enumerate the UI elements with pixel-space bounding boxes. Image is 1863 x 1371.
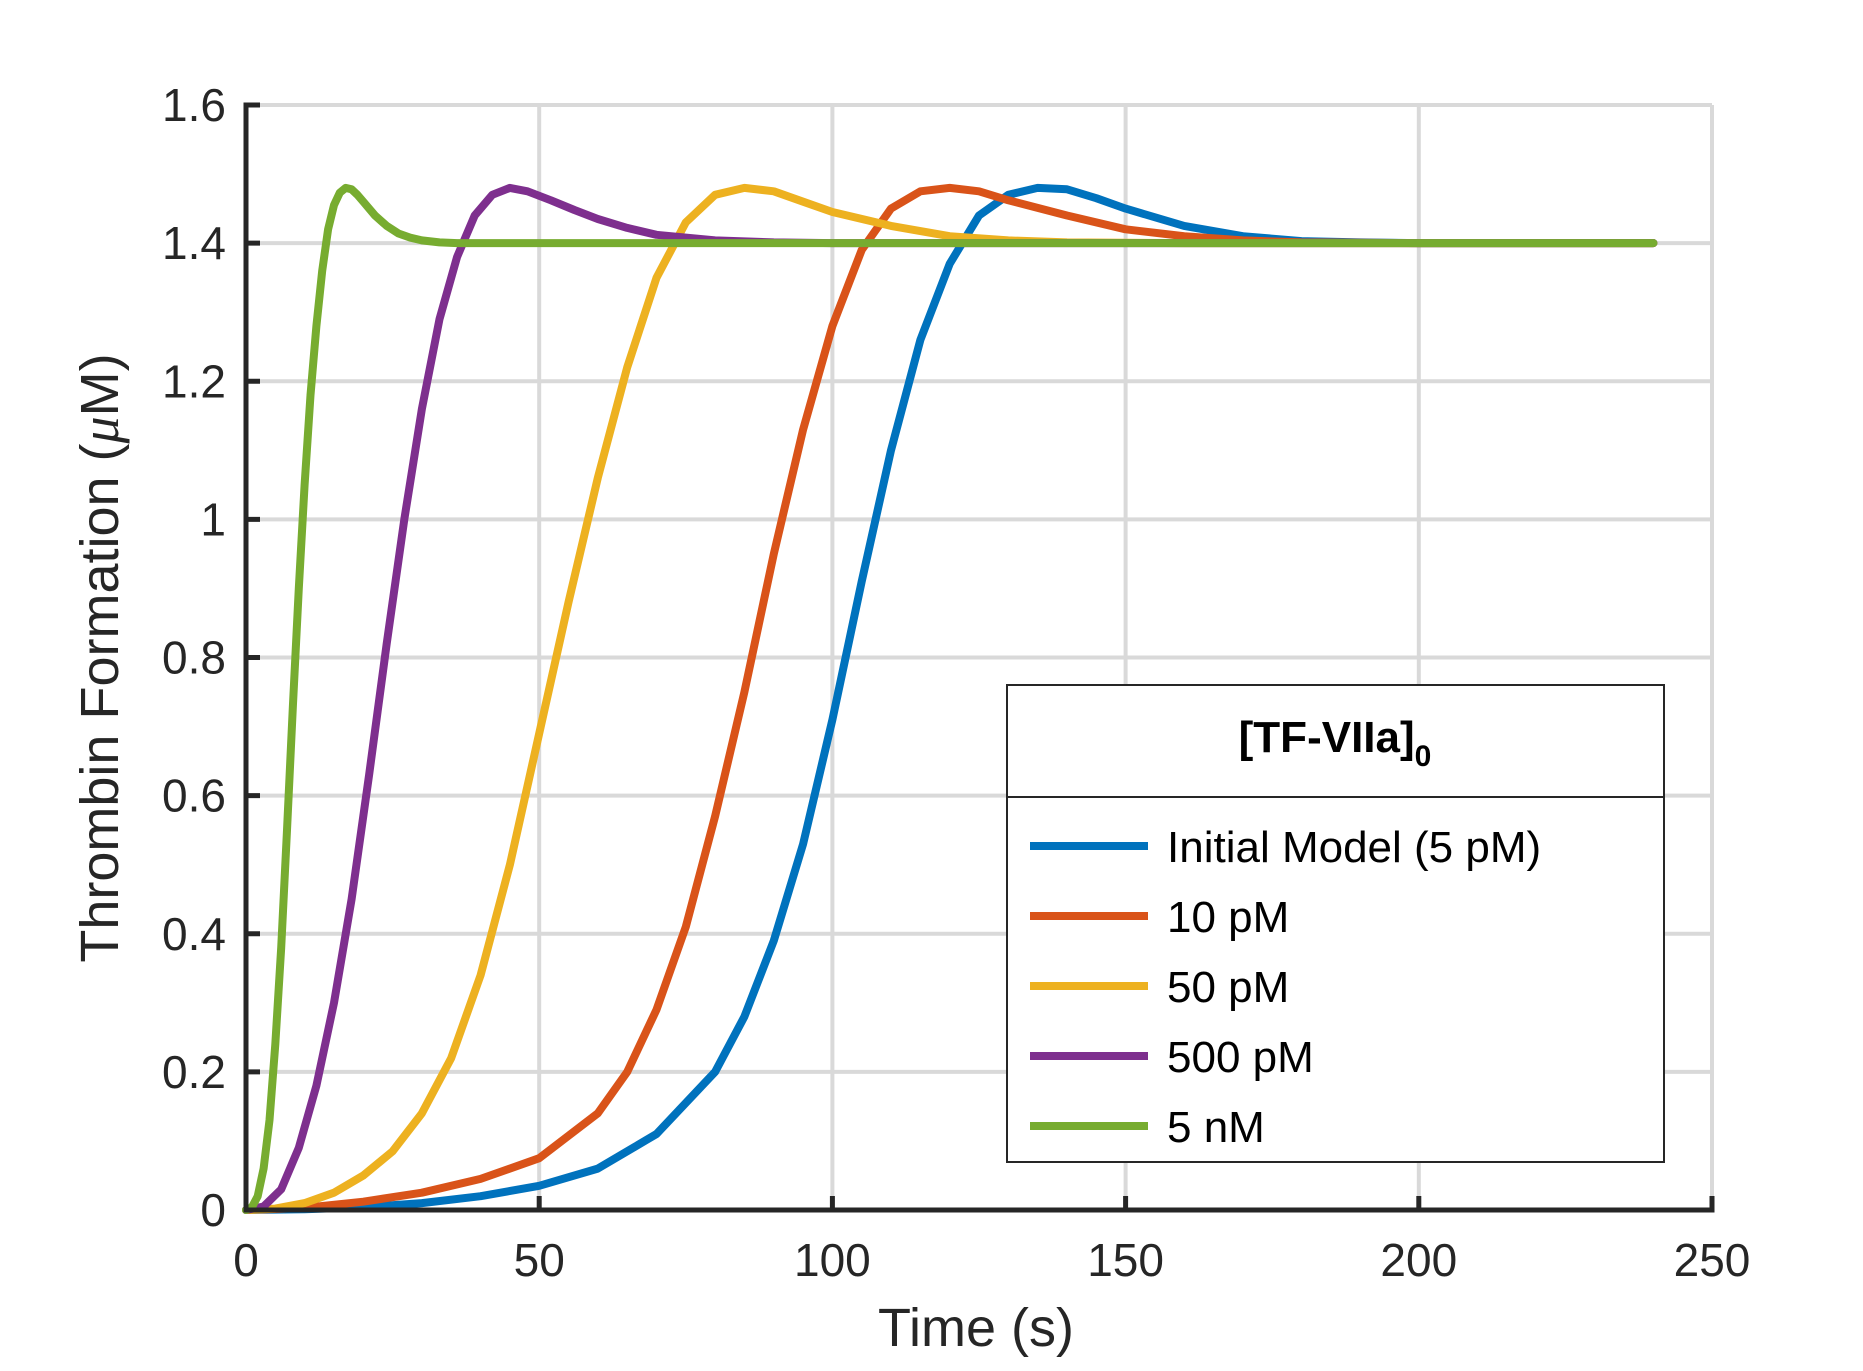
y-tick-label: 0: [200, 1184, 226, 1236]
y-tick-label: 0.4: [162, 908, 226, 960]
legend-label-0: Initial Model (5 pM): [1167, 823, 1541, 872]
y-tick-label: 0.2: [162, 1046, 226, 1098]
x-tick-label: 150: [1087, 1234, 1164, 1286]
y-tick-label: 0.6: [162, 770, 226, 822]
tick-labels: 0 50 100 150 200 250 0 0.2 0.4 0.6 0.8 1 1.2 1.4 1.6: [162, 79, 1750, 1286]
x-tick-label: 100: [794, 1234, 871, 1286]
series-line-1: [242, 183, 1658, 1214]
legend-label-2: 50 pM: [1167, 963, 1289, 1012]
y-tick-label: 1.6: [162, 79, 226, 131]
y-tick-label: 1.4: [162, 217, 226, 269]
y-axis-title-suffix: M): [70, 353, 130, 416]
x-tick-label: 0: [233, 1234, 259, 1286]
legend-label-3: 500 pM: [1167, 1033, 1314, 1082]
y-tick-label: 1: [200, 493, 226, 545]
y-tick-label: 0.8: [162, 632, 226, 684]
legend: [TF-VIIa]0 Initial Model (5 pM) 10 pM 50 p…: [1006, 684, 1665, 1163]
legend-entries: Initial Model (5 pM) 10 pM 50 pM 500 pM 5 nM: [1030, 823, 1541, 1152]
y-axis-title-prefix: Thrombin Formation (: [70, 443, 130, 962]
y-axis-title: Thrombin Formation (μM): [70, 353, 130, 962]
series-line-4: [242, 183, 1658, 1214]
legend-box: [1006, 684, 1665, 1163]
x-axis-title: Time (s): [878, 1298, 1074, 1358]
x-tick-label: 250: [1674, 1234, 1751, 1286]
x-tick-label: 50: [514, 1234, 565, 1286]
legend-label-1: 10 pM: [1167, 893, 1289, 942]
x-tick-label: 200: [1380, 1234, 1457, 1286]
y-axis-title-mu: μ: [70, 416, 130, 444]
legend-title-subscript: 0: [1415, 740, 1432, 773]
axes-layer: [243, 102, 1715, 1213]
legend-title-main: [TF-VIIa]: [1239, 713, 1415, 762]
y-tick-label: 1.2: [162, 355, 226, 407]
series-layer: [242, 183, 1658, 1214]
legend-title: [TF-VIIa]0: [1239, 713, 1432, 773]
legend-label-4: 5 nM: [1167, 1103, 1265, 1152]
